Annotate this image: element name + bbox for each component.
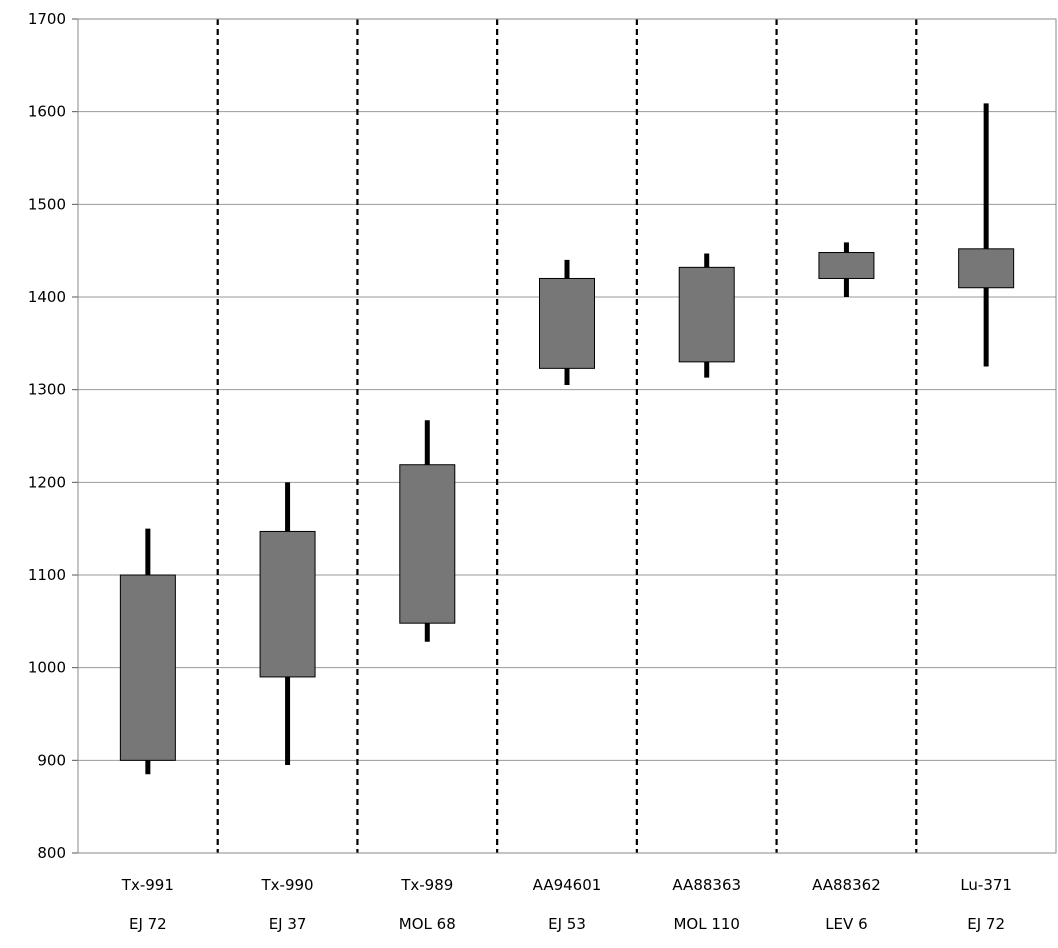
y-tick-label: 800 xyxy=(37,844,66,862)
category-label: AA88363 xyxy=(672,876,741,894)
category-sublabel: MOL 110 xyxy=(673,915,740,933)
y-tick-label: 1200 xyxy=(28,473,66,491)
category-sublabel: MOL 68 xyxy=(399,915,456,933)
y-tick-label: 1300 xyxy=(28,381,66,399)
y-tick-label: 1000 xyxy=(28,659,66,677)
box-body xyxy=(119,574,176,761)
box-body xyxy=(958,248,1015,289)
box-tx-990 xyxy=(259,482,316,765)
box-body xyxy=(539,277,595,369)
y-tick-label: 1400 xyxy=(28,288,66,306)
box-tx-989 xyxy=(399,420,456,642)
category-label: Tx-991 xyxy=(121,876,174,894)
category-sublabel: EJ 72 xyxy=(967,915,1005,933)
box-body xyxy=(678,266,735,363)
category-label: Tx-990 xyxy=(261,876,314,894)
boxes xyxy=(119,103,1015,775)
category-label: Tx-989 xyxy=(400,876,453,894)
box-aa88363 xyxy=(678,253,735,378)
category-sublabel: EJ 72 xyxy=(129,915,167,933)
y-tick-label: 1100 xyxy=(28,566,66,584)
category-separators xyxy=(216,19,918,853)
category-sublabel: EJ 37 xyxy=(269,915,307,933)
category-label: Lu-371 xyxy=(960,876,1012,894)
box-body xyxy=(818,252,875,279)
plot-border xyxy=(77,18,1057,854)
box-aa88362 xyxy=(818,242,875,297)
category-sublabel: LEV 6 xyxy=(825,915,867,933)
y-tick-labels: 800 900 1000 1100 1200 1300 1400 1500 1600 1700 xyxy=(28,10,66,862)
box-body xyxy=(399,464,456,624)
y-tick-label: 900 xyxy=(37,751,66,769)
category-labels: Tx-991 EJ 72 Tx-990 EJ 37 Tx-989 MOL 68 AA9460… xyxy=(121,876,1012,933)
category-label: AA94601 xyxy=(533,876,602,894)
y-tick-label: 1700 xyxy=(28,10,66,28)
category-label: AA88362 xyxy=(812,876,881,894)
y-tick-label: 1500 xyxy=(28,195,66,213)
y-tick-label: 1600 xyxy=(28,103,66,121)
category-sublabel: EJ 53 xyxy=(548,915,586,933)
box-body xyxy=(259,530,316,678)
box-tx-991 xyxy=(119,528,176,775)
box-lu-371 xyxy=(958,103,1015,367)
box-aa94601 xyxy=(539,259,595,386)
